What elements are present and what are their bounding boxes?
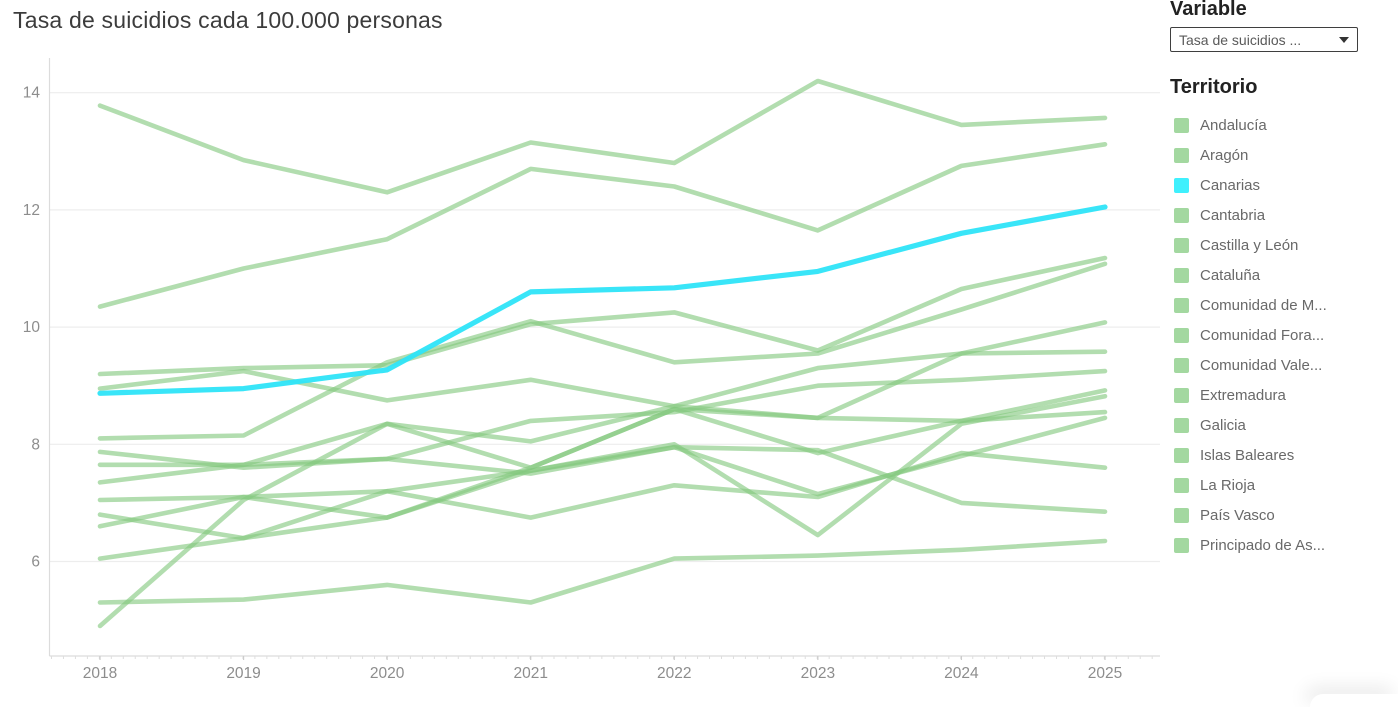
line-series-andaluc-a[interactable] <box>97 261 1108 441</box>
x-axis-tick-label: 2023 <box>801 665 835 682</box>
corner-card <box>1310 694 1398 707</box>
legend-label: Comunidad Fora... <box>1200 326 1325 344</box>
legend-item-islas-baleares[interactable]: Islas Baleares <box>1174 440 1327 470</box>
line-series-catalu-a[interactable] <box>97 349 1108 468</box>
legend-swatch-icon <box>1174 387 1189 403</box>
legend-swatch-icon <box>1174 447 1189 463</box>
legend-item-galicia[interactable]: Galicia <box>1174 410 1327 440</box>
legend-label: Galicia <box>1200 416 1246 434</box>
line-series-comunidad-de-m[interactable] <box>97 538 1108 605</box>
variable-heading: Variable <box>1170 0 1247 20</box>
legend-item-catalu-a[interactable]: Cataluña <box>1174 260 1327 290</box>
legend-swatch-icon <box>1174 477 1189 493</box>
legend-label: Cataluña <box>1200 266 1261 284</box>
variable-dropdown-value: Tasa de suicidios ... <box>1179 31 1302 48</box>
y-axis-tick-label: 12 <box>23 202 40 219</box>
legend-label: Comunidad Vale... <box>1200 356 1323 374</box>
territory-legend: Andalucía Aragón Canarias Cantabria Castilla… <box>1174 110 1327 560</box>
legend-swatch-icon <box>1174 537 1189 553</box>
line-series-arag-n[interactable] <box>97 255 1108 377</box>
legend-label: Islas Baleares <box>1200 446 1295 464</box>
legend-label: Canarias <box>1200 176 1261 194</box>
x-axis-tick-label: 2021 <box>513 665 547 682</box>
legend-label: La Rioja <box>1200 476 1256 494</box>
legend-label: Aragón <box>1200 146 1249 164</box>
legend-swatch-icon <box>1174 117 1189 133</box>
line-series-pa-s-vasco[interactable] <box>97 406 1108 529</box>
legend-item-arag-n[interactable]: Aragón <box>1174 140 1327 170</box>
line-series-castilla-y-le-n[interactable] <box>97 320 1108 409</box>
legend-label: Comunidad de M... <box>1200 296 1327 314</box>
line-series-comunidad-vale[interactable] <box>97 368 1108 485</box>
x-axis-tick-label: 2019 <box>226 665 260 682</box>
plot-area: 6 8 10 12 14 2018 2019 2020 2021 2022 2023 2024 2025 <box>23 58 1160 682</box>
legend-item-cantabria[interactable]: Cantabria <box>1174 200 1327 230</box>
legend-item-canarias[interactable]: Canarias <box>1174 170 1327 200</box>
chart-title: Tasa de suicidios cada 100.000 personas <box>13 7 443 33</box>
legend-item-la-rioja[interactable]: La Rioja <box>1174 470 1327 500</box>
territorio-heading: Territorio <box>1170 76 1258 98</box>
variable-dropdown[interactable]: Tasa de suicidios ... <box>1170 27 1358 52</box>
legend-swatch-icon <box>1174 417 1189 433</box>
y-axis-tick-label: 10 <box>23 319 41 336</box>
legend-swatch-icon <box>1174 267 1189 283</box>
y-axis-tick-label: 8 <box>31 436 40 453</box>
legend-item-comunidad-de-m[interactable]: Comunidad de M... <box>1174 290 1327 320</box>
legend-swatch-icon <box>1174 237 1189 253</box>
legend-swatch-icon <box>1174 357 1189 373</box>
legend-swatch-icon <box>1174 507 1189 523</box>
y-axis-tick-label: 6 <box>31 554 40 571</box>
legend-label: Castilla y León <box>1200 236 1299 254</box>
legend-label: Cantabria <box>1200 206 1266 224</box>
line-series-canarias[interactable] <box>97 204 1108 396</box>
legend-swatch-icon <box>1174 297 1189 313</box>
legend-swatch-icon <box>1174 147 1189 163</box>
legend-item-principado-de-as[interactable]: Principado de As... <box>1174 530 1327 560</box>
legend-item-extremadura[interactable]: Extremadura <box>1174 380 1327 410</box>
legend-item-comunidad-vale[interactable]: Comunidad Vale... <box>1174 350 1327 380</box>
caret-down-icon <box>1339 36 1349 43</box>
line-series-extremadura[interactable] <box>97 393 1108 541</box>
control-panel: Variable Tasa de suicidios ... Territori… <box>1170 0 1398 707</box>
legend-label: Extremadura <box>1200 386 1286 404</box>
line-series-la-rioja[interactable] <box>97 415 1108 497</box>
x-axis-tick-label: 2018 <box>83 665 117 682</box>
legend-swatch-icon <box>1174 207 1189 223</box>
legend-label: Principado de As... <box>1200 536 1326 554</box>
line-series-principado-de-as[interactable] <box>97 78 1108 195</box>
legend-swatch-icon <box>1174 177 1189 193</box>
y-axis-tick-label: 14 <box>23 85 41 102</box>
legend-label: Andalucía <box>1200 116 1267 134</box>
line-series-galicia[interactable] <box>97 142 1108 309</box>
legend-label: País Vasco <box>1200 506 1275 524</box>
x-axis-tick-label: 2022 <box>657 665 691 682</box>
legend-item-comunidad-fora[interactable]: Comunidad Fora... <box>1174 320 1327 350</box>
legend-item-andaluc-a[interactable]: Andalucía <box>1174 110 1327 140</box>
x-axis-tick-label: 2024 <box>944 665 979 682</box>
x-axis-tick-label: 2020 <box>370 665 405 682</box>
legend-swatch-icon <box>1174 327 1189 343</box>
legend-item-castilla-y-le-n[interactable]: Castilla y León <box>1174 230 1327 260</box>
x-axis-tick-label: 2025 <box>1088 665 1122 682</box>
line-chart: Tasa de suicidios cada 100.000 personas … <box>13 7 1160 682</box>
legend-item-pa-s-vasco[interactable]: País Vasco <box>1174 500 1327 530</box>
